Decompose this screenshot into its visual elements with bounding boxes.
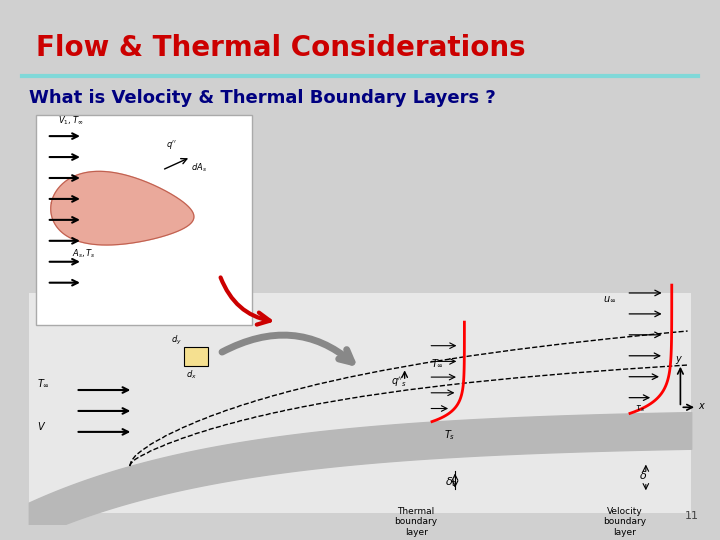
- Text: $d_y$: $d_y$: [171, 334, 181, 347]
- Text: $y$: $y$: [675, 354, 683, 366]
- Text: $T_s$: $T_s$: [444, 429, 456, 442]
- FancyBboxPatch shape: [29, 293, 691, 513]
- Text: $T_\infty$: $T_\infty$: [431, 357, 444, 369]
- Text: $\delta_t$: $\delta_t$: [445, 475, 457, 489]
- Text: $q''_s$: $q''_s$: [391, 375, 408, 389]
- Text: Flow & Thermal Considerations: Flow & Thermal Considerations: [36, 34, 526, 62]
- Text: $A_s, T_s$: $A_s, T_s$: [72, 247, 96, 260]
- Polygon shape: [50, 171, 194, 245]
- Text: Thermal
boundary
layer: Thermal boundary layer: [395, 507, 438, 537]
- Text: $V$: $V$: [37, 420, 47, 433]
- Text: $d_x$: $d_x$: [186, 369, 197, 381]
- Bar: [184, 347, 208, 367]
- FancyBboxPatch shape: [36, 115, 252, 325]
- Text: $\delta$: $\delta$: [639, 469, 647, 481]
- Text: 11: 11: [685, 511, 698, 521]
- Text: $dA_s$: $dA_s$: [191, 161, 207, 174]
- Text: $\tau_s$: $\tau_s$: [635, 404, 645, 415]
- Text: Velocity
boundary
layer: Velocity boundary layer: [603, 507, 647, 537]
- Text: $q''$: $q''$: [166, 138, 176, 151]
- Text: $u_\infty$: $u_\infty$: [603, 294, 616, 304]
- Text: $V_1, T_\infty$: $V_1, T_\infty$: [58, 114, 83, 126]
- Text: What is Velocity & Thermal Boundary Layers ?: What is Velocity & Thermal Boundary Laye…: [29, 89, 495, 107]
- Text: $T_\infty$: $T_\infty$: [37, 377, 50, 389]
- Text: $x$: $x$: [698, 401, 706, 411]
